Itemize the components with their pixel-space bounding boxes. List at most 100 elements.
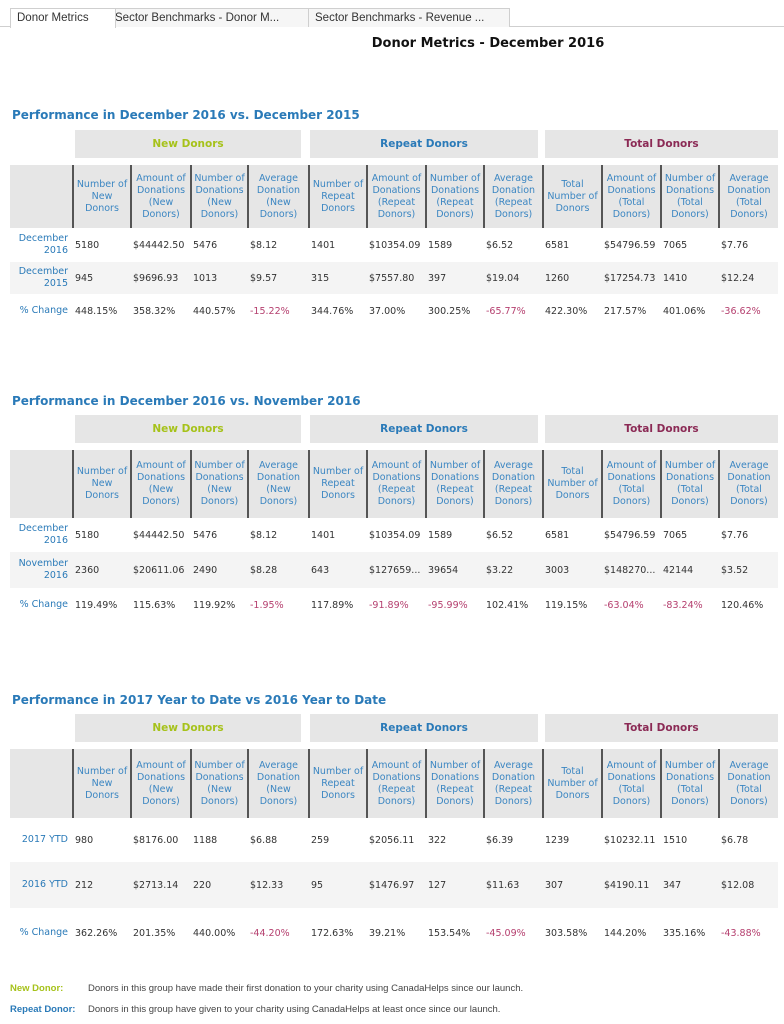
column-header: Number of Repeat Donors — [308, 450, 366, 518]
column-header: Number of Repeat Donors — [308, 165, 366, 228]
table-cell: 1013 — [193, 272, 218, 284]
table-cell: 1510 — [663, 834, 688, 846]
table-cell: $6.52 — [486, 239, 514, 251]
table-cell: $20611.06 — [133, 564, 185, 576]
row-label: 2017 YTD — [21, 834, 68, 845]
table-cell: 119.15% — [545, 599, 588, 611]
column-header-row: Number of New Donors Amount of Donations … — [10, 450, 778, 518]
table-cell: 144.20% — [604, 927, 647, 939]
table-cell: 119.92% — [193, 599, 236, 611]
tab-bar: Donor Metrics Sector Benchmarks - Donor … — [0, 0, 784, 28]
row-label: December 2016 — [18, 233, 68, 256]
column-header: Amount of Donations (New Donors) — [130, 165, 190, 228]
note-text: Donors in this group have made their fir… — [88, 983, 524, 994]
column-header: Number of Donations (Repeat Donors) — [425, 165, 483, 228]
table-cell: -36.62% — [721, 305, 761, 317]
table-cell: 127 — [428, 879, 447, 891]
group-header-new-donors: New Donors — [75, 714, 301, 742]
table-cell: $12.33 — [250, 879, 284, 891]
note-repeat-donor: Repeat Donor: Donors in this group have g… — [10, 1004, 500, 1015]
table-cell: 5180 — [75, 529, 100, 541]
row-label: November 2016 — [18, 558, 68, 581]
table-cell: $4190.11 — [604, 879, 650, 891]
table-cell: $8.12 — [250, 529, 278, 541]
row-label: % Change — [19, 927, 68, 938]
table-cell: $10354.09 — [369, 239, 421, 251]
column-header: Number of Donations (Total Donors) — [660, 165, 718, 228]
table-cell: 95 — [311, 879, 324, 891]
table-cell: -15.22% — [250, 305, 290, 317]
column-header: Amount of Donations (Total Donors) — [601, 165, 660, 228]
table-cell: 980 — [75, 834, 94, 846]
row-label: % Change — [19, 599, 68, 610]
table-cell: 422.30% — [545, 305, 588, 317]
table-cell: $6.78 — [721, 834, 749, 846]
column-header: Average Donation (Total Donors) — [718, 165, 778, 228]
note-new-donor: New Donor: Donors in this group have made… — [10, 983, 523, 994]
table-cell: 1589 — [428, 239, 453, 251]
table-cell: 397 — [428, 272, 447, 284]
column-header: Number of Repeat Donors — [308, 749, 366, 818]
table-cell: $11.63 — [486, 879, 520, 891]
table-cell: 335.16% — [663, 927, 706, 939]
table-cell: 358.32% — [133, 305, 176, 317]
column-header: Number of Donations (Total Donors) — [660, 450, 718, 518]
column-header: Average Donation (Total Donors) — [718, 450, 778, 518]
note-term: Repeat Donor: — [10, 1004, 76, 1015]
table-cell: $10232.11 — [604, 834, 656, 846]
column-header: Average Donation (New Donors) — [247, 165, 308, 228]
table-cell: 322 — [428, 834, 447, 846]
table-row: 2017 YTD 980 $8176.00 1188 $6.88 259 $2056.11 3… — [10, 818, 778, 862]
column-header: Number of Donations (New Donors) — [190, 749, 247, 818]
table-cell: $10354.09 — [369, 529, 421, 541]
table-cell: $6.88 — [250, 834, 278, 846]
table-cell: $1476.97 — [369, 879, 415, 891]
table-row: % Change 448.15% 358.32% 440.57% -15.22% 344.… — [10, 294, 778, 328]
table-cell: -63.04% — [604, 599, 644, 611]
row-label: % Change — [19, 305, 68, 316]
column-header: Number of Donations (Repeat Donors) — [425, 749, 483, 818]
column-header: Number of Donations (Total Donors) — [660, 749, 718, 818]
column-header: Amount of Donations (Repeat Donors) — [366, 450, 425, 518]
table-row: % Change 119.49% 115.63% 119.92% -1.95% 117.8… — [10, 588, 778, 622]
table-cell: 362.26% — [75, 927, 118, 939]
section-title: Performance in 2017 Year to Date vs 2016… — [12, 693, 387, 707]
table-cell: $44442.50 — [133, 529, 185, 541]
table-cell: 102.41% — [486, 599, 529, 611]
table-cell: 5180 — [75, 239, 100, 251]
table-cell: 201.35% — [133, 927, 176, 939]
table-cell: $12.24 — [721, 272, 755, 284]
table-cell: 1188 — [193, 834, 218, 846]
table-cell: 115.63% — [133, 599, 176, 611]
column-header: Amount of Donations (New Donors) — [130, 450, 190, 518]
table-cell: $148270... — [604, 564, 656, 576]
table-cell: $7.76 — [721, 529, 749, 541]
row-label: December 2016 — [18, 523, 68, 546]
table-row: December 2016 5180 $44442.50 5476 $8.12 1401 $… — [10, 228, 778, 262]
group-header-new-donors: New Donors — [75, 130, 301, 158]
table-cell: 440.57% — [193, 305, 236, 317]
table-cell: 643 — [311, 564, 330, 576]
column-header: Number of New Donors — [72, 749, 130, 818]
row-label: 2016 YTD — [21, 879, 68, 890]
table-cell: 120.46% — [721, 599, 764, 611]
section-title: Performance in December 2016 vs. Novembe… — [12, 394, 361, 408]
tab-sector-benchmarks-revenue[interactable]: Sector Benchmarks - Revenue ... — [308, 8, 510, 27]
table-cell: 307 — [545, 879, 564, 891]
group-header-repeat-donors: Repeat Donors — [310, 130, 538, 158]
row-label: December 2015 — [18, 266, 68, 289]
table-cell: -43.88% — [721, 927, 761, 939]
table-cell: $9696.93 — [133, 272, 179, 284]
table-cell: 5476 — [193, 239, 218, 251]
table-cell: $9.57 — [250, 272, 278, 284]
column-header: Number of New Donors — [72, 165, 130, 228]
table-cell: $8.28 — [250, 564, 278, 576]
table-cell: $3.22 — [486, 564, 514, 576]
table-cell: $3.52 — [721, 564, 749, 576]
table-cell: $12.08 — [721, 879, 755, 891]
section-title: Performance in December 2016 vs. Decembe… — [12, 108, 360, 122]
table-cell: 1410 — [663, 272, 688, 284]
tab-donor-metrics[interactable]: Donor Metrics — [10, 8, 116, 28]
table-cell: 7065 — [663, 529, 688, 541]
tab-sector-benchmarks-donor[interactable]: Sector Benchmarks - Donor M... — [108, 8, 310, 27]
